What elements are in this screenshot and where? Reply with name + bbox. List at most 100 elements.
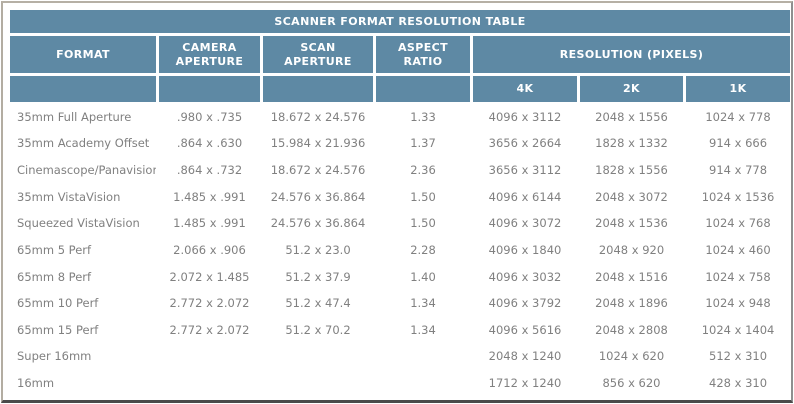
cell-res-2k: 856 x 620 — [580, 371, 683, 395]
cell-res-1k: 1024 x 758 — [686, 264, 791, 289]
cell-scan-aperture: 24.576 x 36.864 — [263, 211, 373, 236]
cell-format: 35mm Academy Offset — [10, 131, 156, 156]
cell-aspect-ratio — [376, 371, 470, 395]
header-row: FORMAT CAMERA APERTURE SCAN APERTURE ASP… — [10, 36, 791, 73]
cell-res-4k: 2048 x 1240 — [473, 344, 577, 369]
cell-aspect-ratio: 2.28 — [376, 238, 470, 262]
cell-scan-aperture: 51.2 x 23.0 — [263, 238, 373, 262]
cell-res-1k: 512 x 310 — [686, 344, 791, 369]
cell-res-4k: 4096 x 3112 — [473, 105, 577, 129]
column-header-camera-aperture: CAMERA APERTURE — [159, 36, 260, 73]
subheader-spacer-aspect-ratio — [376, 76, 470, 102]
cell-res-2k: 2048 x 920 — [580, 238, 683, 262]
subheader-row: 4K 2K 1K — [10, 76, 791, 102]
column-header-format: FORMAT — [10, 36, 156, 73]
cell-scan-aperture: 15.984 x 21.936 — [263, 131, 373, 156]
table-row: 65mm 15 Perf 2.772 x 2.072 51.2 x 70.2 1… — [10, 318, 791, 342]
table-row: 35mm Academy Offset .864 x .630 15.984 x… — [10, 131, 791, 156]
cell-res-1k: 1024 x 768 — [686, 211, 791, 236]
cell-camera-aperture: 2.066 x .906 — [159, 238, 260, 262]
cell-scan-aperture: 51.2 x 70.2 — [263, 318, 373, 342]
cell-camera-aperture: 2.072 x 1.485 — [159, 264, 260, 289]
cell-aspect-ratio: 1.50 — [376, 211, 470, 236]
cell-res-2k: 2048 x 1516 — [580, 264, 683, 289]
cell-scan-aperture: 18.672 x 24.576 — [263, 158, 373, 182]
subheader-spacer-scan-aperture — [263, 76, 373, 102]
cell-scan-aperture: 24.576 x 36.864 — [263, 184, 373, 209]
table-row: 65mm 8 Perf 2.072 x 1.485 51.2 x 37.9 1.… — [10, 264, 791, 289]
cell-camera-aperture: 2.772 x 2.072 — [159, 318, 260, 342]
cell-format: Super 16mm — [10, 344, 156, 369]
scanner-format-resolution-table: SCANNER FORMAT RESOLUTION TABLE FORMAT C… — [7, 7, 793, 398]
cell-scan-aperture: 51.2 x 47.4 — [263, 291, 373, 315]
column-header-aspect-ratio: ASPECT RATIO — [376, 36, 470, 73]
cell-res-2k: 2048 x 2808 — [580, 318, 683, 342]
subheader-spacer-format — [10, 76, 156, 102]
cell-scan-aperture — [263, 344, 373, 369]
subheader-spacer-camera-aperture — [159, 76, 260, 102]
cell-res-2k: 2048 x 1896 — [580, 291, 683, 315]
cell-res-2k: 2048 x 1556 — [580, 105, 683, 129]
cell-format: 65mm 10 Perf — [10, 291, 156, 315]
cell-scan-aperture: 51.2 x 37.9 — [263, 264, 373, 289]
cell-camera-aperture — [159, 344, 260, 369]
cell-aspect-ratio: 1.37 — [376, 131, 470, 156]
cell-res-2k: 1024 x 620 — [580, 344, 683, 369]
table-row: Cinemascope/Panavision .864 x .732 18.67… — [10, 158, 791, 182]
cell-res-4k: 3656 x 2664 — [473, 131, 577, 156]
cell-camera-aperture: .864 x .732 — [159, 158, 260, 182]
column-header-resolution: RESOLUTION (PIXELS) — [473, 36, 791, 73]
cell-aspect-ratio: 1.34 — [376, 291, 470, 315]
cell-res-4k: 4096 x 5616 — [473, 318, 577, 342]
cell-res-4k: 4096 x 3032 — [473, 264, 577, 289]
cell-res-4k: 4096 x 1840 — [473, 238, 577, 262]
cell-camera-aperture — [159, 371, 260, 395]
cell-camera-aperture: 1.485 x .991 — [159, 184, 260, 209]
cell-format: 65mm 15 Perf — [10, 318, 156, 342]
cell-res-1k: 1024 x 460 — [686, 238, 791, 262]
cell-camera-aperture: .980 x .735 — [159, 105, 260, 129]
cell-aspect-ratio: 1.34 — [376, 318, 470, 342]
cell-res-4k: 1712 x 1240 — [473, 371, 577, 395]
cell-format: Squeezed VistaVision — [10, 211, 156, 236]
cell-res-4k: 4096 x 3072 — [473, 211, 577, 236]
cell-format: 16mm — [10, 371, 156, 395]
subheader-2k: 2K — [580, 76, 683, 102]
cell-format: 65mm 5 Perf — [10, 238, 156, 262]
cell-res-4k: 3656 x 3112 — [473, 158, 577, 182]
cell-res-1k: 1024 x 778 — [686, 105, 791, 129]
cell-res-1k: 428 x 310 — [686, 371, 791, 395]
table-row: 65mm 10 Perf 2.772 x 2.072 51.2 x 47.4 1… — [10, 291, 791, 315]
subheader-4k: 4K — [473, 76, 577, 102]
table-row: 65mm 5 Perf 2.066 x .906 51.2 x 23.0 2.2… — [10, 238, 791, 262]
cell-aspect-ratio — [376, 344, 470, 369]
cell-res-2k: 1828 x 1332 — [580, 131, 683, 156]
cell-camera-aperture: .864 x .630 — [159, 131, 260, 156]
cell-camera-aperture: 1.485 x .991 — [159, 211, 260, 236]
table-title: SCANNER FORMAT RESOLUTION TABLE — [10, 10, 791, 33]
cell-format: 35mm VistaVision — [10, 184, 156, 209]
table-row: Super 16mm 2048 x 1240 1024 x 620 512 x … — [10, 344, 791, 369]
cell-camera-aperture: 2.772 x 2.072 — [159, 291, 260, 315]
subheader-1k: 1K — [686, 76, 791, 102]
cell-res-2k: 2048 x 1536 — [580, 211, 683, 236]
table-row: 35mm VistaVision 1.485 x .991 24.576 x 3… — [10, 184, 791, 209]
table-row: 35mm Full Aperture .980 x .735 18.672 x … — [10, 105, 791, 129]
cell-format: 65mm 8 Perf — [10, 264, 156, 289]
table-row: Squeezed VistaVision 1.485 x .991 24.576… — [10, 211, 791, 236]
cell-res-2k: 1828 x 1556 — [580, 158, 683, 182]
cell-aspect-ratio: 1.33 — [376, 105, 470, 129]
cell-res-1k: 914 x 666 — [686, 131, 791, 156]
cell-scan-aperture — [263, 371, 373, 395]
cell-format: 35mm Full Aperture — [10, 105, 156, 129]
column-header-scan-aperture: SCAN APERTURE — [263, 36, 373, 73]
cell-res-1k: 1024 x 1536 — [686, 184, 791, 209]
table-row: 16mm 1712 x 1240 856 x 620 428 x 310 — [10, 371, 791, 395]
cell-res-4k: 4096 x 6144 — [473, 184, 577, 209]
cell-res-2k: 2048 x 3072 — [580, 184, 683, 209]
cell-aspect-ratio: 2.36 — [376, 158, 470, 182]
cell-format: Cinemascope/Panavision — [10, 158, 156, 182]
cell-res-4k: 4096 x 3792 — [473, 291, 577, 315]
cell-aspect-ratio: 1.40 — [376, 264, 470, 289]
